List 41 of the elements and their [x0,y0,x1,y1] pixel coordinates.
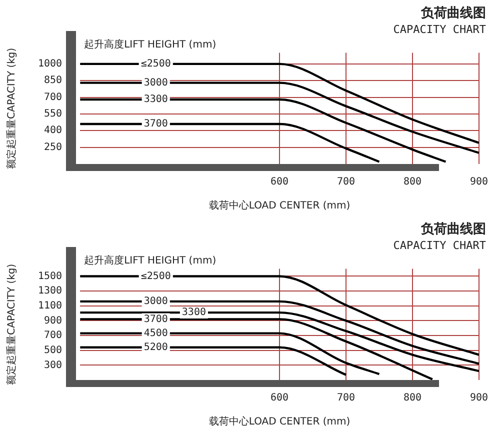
x-tick-label: 600 [270,176,289,188]
series-label: ≤2500 [140,270,171,282]
chart-subtitle: CAPACITY CHART [393,239,486,252]
y-tick-label: 700 [44,330,62,342]
y-tick-label: 1300 [38,286,62,297]
x-tick-label: 800 [403,392,422,404]
y-axis-title: 额定起重量CAPACITY (kg) [6,48,18,169]
series-label: 3000 [144,296,168,308]
x-tick-label: 900 [470,392,488,404]
x-tick-label: 900 [470,176,488,188]
series-label: 3000 [144,77,168,88]
y-tick-label: 500 [44,344,62,356]
series-label: 3300 [182,307,206,318]
y-tick-label: 900 [44,315,62,326]
y-tick-label: 1500 [38,270,62,282]
x-tick-label: 800 [403,176,422,188]
y-tick-label: 400 [44,125,62,136]
text: 起升高度LIFT HEIGHT (mm) [84,38,216,50]
x-tick-label: 700 [336,176,356,188]
y-axis-title: 额定起重量CAPACITY (kg) [6,264,18,385]
series-label: 5200 [144,342,168,353]
x-tick-label: 700 [336,392,356,404]
series-label: 3300 [144,94,168,106]
chart-title: 负荷曲线图 [420,221,486,238]
chart-title: 负荷曲线图 [420,5,486,22]
series-label: 4500 [144,328,168,339]
y-tick-label: 850 [44,75,62,86]
series-label: 3700 [144,118,168,130]
series-label: 3700 [144,314,168,325]
x-tick-label: 600 [270,392,289,404]
chart-subtitle: CAPACITY CHART [393,23,486,36]
y-tick-label: 250 [44,142,62,153]
y-tick-label: 550 [44,108,62,120]
y-tick-label: 700 [44,92,62,103]
x-axis-title: 载荷中心LOAD CENTER (mm) [208,416,350,428]
series-label: ≤2500 [140,58,171,70]
y-tick-label: 1000 [38,58,62,70]
y-tick-label: 300 [44,360,62,371]
y-tick-label: 1100 [38,300,62,312]
x-axis-title: 载荷中心LOAD CENTER (mm) [208,200,350,212]
text: 起升高度LIFT HEIGHT (mm) [84,254,216,266]
